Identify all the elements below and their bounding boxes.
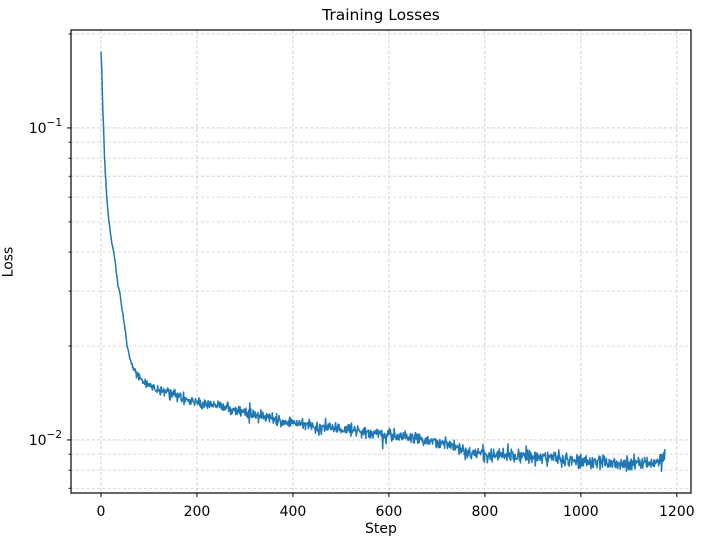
x-tick-label: 600 — [376, 504, 403, 520]
x-tick-label: 400 — [280, 504, 307, 520]
y-tick-label: 10−2 — [29, 429, 62, 449]
x-axis-label: Step — [365, 521, 397, 537]
x-tick-label: 1000 — [563, 504, 599, 520]
loss-curve — [100, 51, 666, 473]
x-tick-label: 1200 — [659, 504, 695, 520]
x-tick-label: 800 — [472, 504, 499, 520]
axes-spines — [70, 29, 692, 494]
x-tick-label: 0 — [97, 504, 106, 520]
y-axis-label: Loss — [0, 246, 17, 278]
x-tick-label: 200 — [184, 504, 211, 520]
chart-title: Training Losses — [322, 6, 440, 24]
y-tick-label: 10−1 — [29, 117, 62, 137]
